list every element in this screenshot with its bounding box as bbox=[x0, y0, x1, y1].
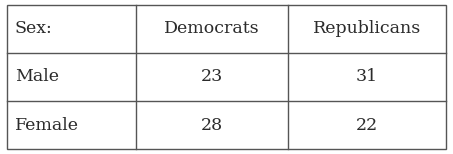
Text: Female: Female bbox=[15, 117, 79, 134]
Text: Male: Male bbox=[15, 69, 59, 85]
Text: Democrats: Democrats bbox=[164, 20, 260, 37]
Text: Republicans: Republicans bbox=[313, 20, 421, 37]
Text: 31: 31 bbox=[356, 69, 378, 85]
Text: Sex:: Sex: bbox=[15, 20, 53, 37]
Text: 28: 28 bbox=[201, 117, 223, 134]
Text: 23: 23 bbox=[201, 69, 223, 85]
Text: 22: 22 bbox=[356, 117, 378, 134]
